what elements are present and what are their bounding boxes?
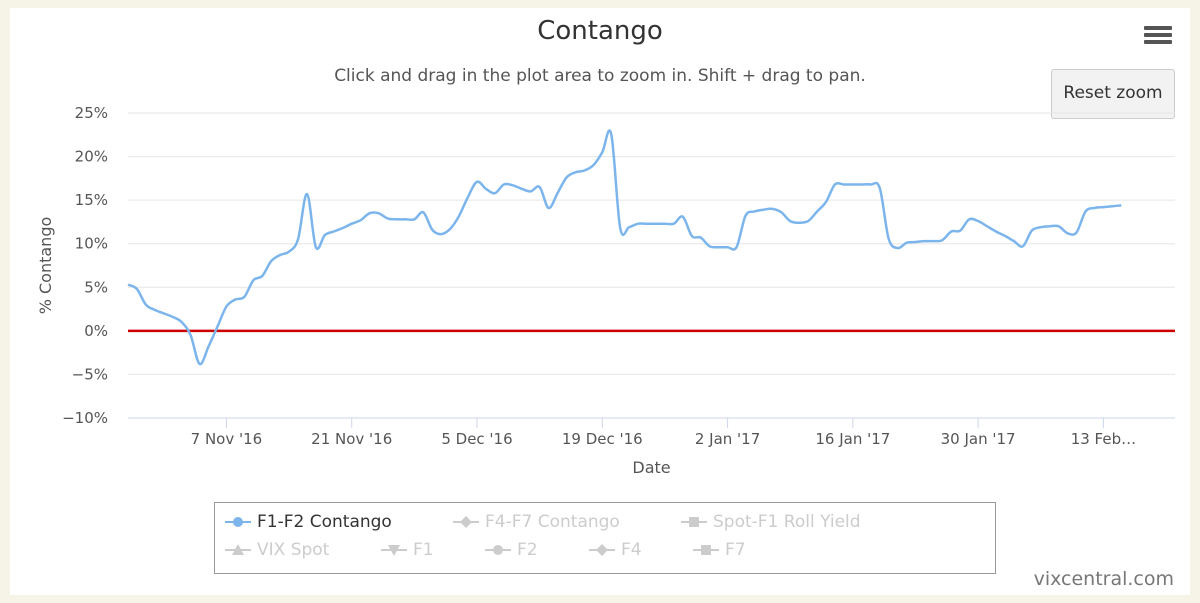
x-tick-label: 13 Feb… xyxy=(1071,430,1136,448)
y-tick-label: 20% xyxy=(75,148,108,166)
legend-label: F1-F2 Contango xyxy=(257,512,392,532)
legend-item-f4[interactable]: F4 xyxy=(589,540,642,560)
x-axis-title: Date xyxy=(632,458,670,477)
x-tick-label: 21 Nov '16 xyxy=(311,430,392,448)
legend-label: VIX Spot xyxy=(257,540,330,560)
chart-plot[interactable]: 25% 20% 15% 10% 5% 0% −5% −10% 7 Nov '16 21 Nov … xyxy=(0,0,1200,500)
legend-item-spot-f1-roll-yield[interactable]: Spot-F1 Roll Yield xyxy=(681,512,861,532)
legend-item-f1-f2-contango[interactable]: F1-F2 Contango xyxy=(225,512,392,532)
legend-item-f2[interactable]: F2 xyxy=(485,540,538,560)
reset-zoom-button[interactable]: Reset zoom xyxy=(1051,69,1175,119)
diamond-icon xyxy=(589,544,615,556)
triangle-down-icon xyxy=(381,545,407,556)
legend-label: F2 xyxy=(517,540,538,560)
y-tick-label: −10% xyxy=(62,409,108,427)
chart-legend: F1-F2 Contango F4-F7 Contango Spot-F1 Ro… xyxy=(214,502,996,574)
legend-item-f4-f7-contango[interactable]: F4-F7 Contango xyxy=(453,512,620,532)
x-tick-label: 19 Dec '16 xyxy=(562,430,643,448)
chart-container xyxy=(10,8,1190,595)
y-tick-label: 25% xyxy=(75,104,108,122)
legend-item-f1[interactable]: F1 xyxy=(381,540,434,560)
x-tick-label: 5 Dec '16 xyxy=(441,430,512,448)
x-tick-label: 7 Nov '16 xyxy=(191,430,263,448)
legend-label: F7 xyxy=(725,540,746,560)
credit-link[interactable]: vixcentral.com xyxy=(1033,568,1174,590)
legend-item-f7[interactable]: F7 xyxy=(693,540,746,560)
chart-title: Contango xyxy=(537,16,663,46)
y-axis-title: % Contango xyxy=(36,217,55,315)
y-tick-label: 0% xyxy=(84,322,108,340)
y-tick-label: 5% xyxy=(84,278,108,296)
circle-icon xyxy=(225,517,251,527)
x-axis-labels: 7 Nov '16 21 Nov '16 5 Dec '16 19 Dec '16 2 … xyxy=(191,418,1136,448)
y-tick-label: −5% xyxy=(72,365,108,383)
legend-label: Spot-F1 Roll Yield xyxy=(713,512,861,532)
diamond-icon xyxy=(453,516,479,528)
circle-icon xyxy=(485,545,511,555)
y-tick-label: 10% xyxy=(75,235,108,253)
x-tick-label: 30 Jan '17 xyxy=(941,430,1016,448)
square-icon xyxy=(681,517,707,527)
chart-subtitle: Click and drag in the plot area to zoom … xyxy=(334,66,866,86)
x-tick-label: 16 Jan '17 xyxy=(815,430,890,448)
x-tick-label: 2 Jan '17 xyxy=(695,430,760,448)
y-tick-label: 15% xyxy=(75,191,108,209)
legend-label: F4 xyxy=(621,540,642,560)
series-line-f1-f2-contango xyxy=(127,129,1122,366)
square-icon xyxy=(693,545,719,555)
legend-item-vix-spot[interactable]: VIX Spot xyxy=(225,540,329,560)
legend-label: F4-F7 Contango xyxy=(485,512,620,532)
hamburger-menu-icon[interactable] xyxy=(1144,26,1172,50)
y-axis-labels: 25% 20% 15% 10% 5% 0% −5% −10% xyxy=(62,104,108,427)
triangle-icon xyxy=(225,544,251,555)
legend-label: F1 xyxy=(413,540,434,560)
